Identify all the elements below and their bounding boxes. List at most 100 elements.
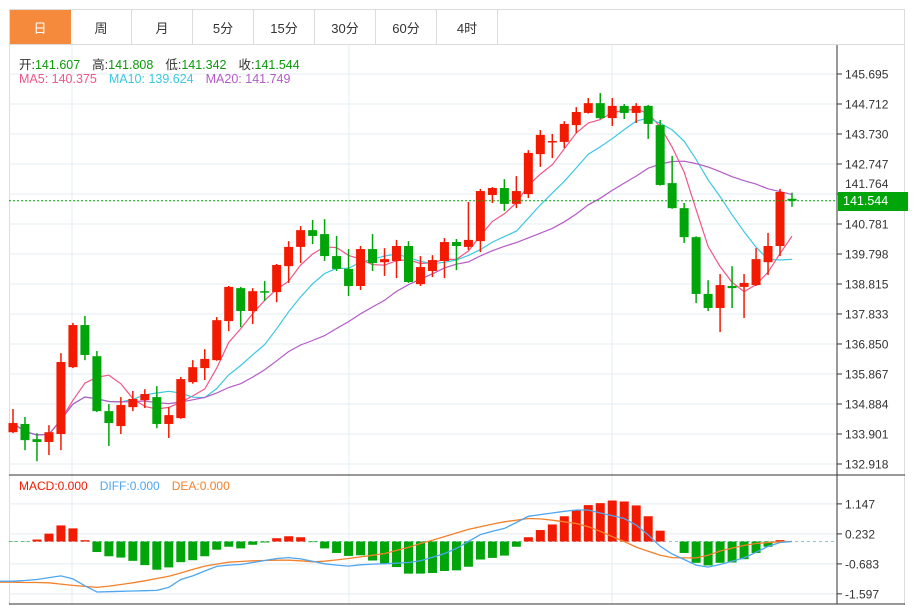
candle	[763, 232, 773, 275]
candle	[715, 274, 725, 333]
tab-60min[interactable]: 60分	[376, 10, 437, 44]
candle	[559, 121, 569, 149]
macd-bar	[403, 541, 413, 574]
candle	[188, 360, 198, 384]
diff-line	[12, 509, 793, 593]
candle	[667, 155, 677, 209]
period-tabs: 日 周 月 5分 15分 30分 60分 4时	[9, 9, 905, 45]
candle	[296, 226, 306, 264]
macd-bar	[224, 541, 234, 547]
tab-5min[interactable]: 5分	[193, 10, 254, 44]
candle-body	[356, 249, 366, 286]
axes: 145.695 144.712 143.730 142.747 141.764 140.7…	[9, 45, 905, 605]
candle	[619, 104, 629, 120]
macd-bar	[296, 537, 306, 542]
price-tick-label: 137.833	[845, 307, 889, 321]
macd-bar	[439, 541, 449, 572]
tab-4hour[interactable]: 4时	[437, 10, 498, 44]
macd-tick-label: -0.683	[845, 557, 879, 571]
macd-tick-label: -1.597	[845, 587, 879, 601]
candle-body	[116, 405, 126, 427]
candle-body	[20, 423, 30, 441]
close-value: 141.544	[254, 58, 300, 72]
tab-week[interactable]: 周	[71, 10, 132, 44]
macd-bar	[356, 541, 366, 556]
candle	[607, 97, 617, 127]
candle-body	[715, 285, 725, 308]
macd-bar	[475, 541, 485, 560]
macd-bar	[212, 541, 222, 550]
candle	[751, 248, 761, 286]
macd-tick-label: 1.147	[845, 497, 875, 511]
candle	[44, 425, 54, 456]
macd-bar	[140, 541, 150, 566]
macd-bar	[368, 541, 378, 561]
candle-body	[643, 105, 653, 124]
tab-day[interactable]: 日	[10, 10, 71, 44]
candle	[415, 256, 425, 286]
candle-body	[787, 198, 797, 201]
candle	[212, 317, 222, 361]
ohlc-readout: 开:141.607 高:141.808 低:141.342 收:141.544	[19, 54, 312, 73]
candle-body	[655, 125, 665, 185]
price-tick-label: 142.747	[845, 157, 889, 171]
macd-bar	[583, 505, 593, 542]
candle	[691, 236, 701, 304]
candle	[164, 407, 174, 438]
tab-month[interactable]: 月	[132, 10, 193, 44]
candle-body	[272, 264, 282, 293]
candle-body	[332, 256, 342, 269]
candle-body	[200, 358, 210, 369]
candle-body	[535, 134, 545, 155]
macd-bar	[607, 500, 617, 542]
macd-bar	[715, 541, 725, 563]
candle	[116, 397, 126, 435]
candle-body	[559, 123, 569, 142]
candle	[511, 176, 521, 209]
macd-bar	[775, 540, 785, 542]
macd-bar	[380, 541, 390, 564]
candle-body	[284, 246, 294, 267]
tab-30min[interactable]: 30分	[315, 10, 376, 44]
candle	[523, 150, 533, 199]
macd-bar	[260, 541, 270, 543]
candle-body	[152, 397, 162, 424]
candle-body	[56, 361, 66, 435]
ma5-line	[12, 108, 793, 436]
candle-body	[619, 105, 629, 113]
dea-value: DEA:0.000	[171, 479, 230, 493]
macd-bar	[523, 537, 533, 542]
price-tick-label: 136.850	[845, 337, 889, 351]
low-label: 低:	[165, 58, 182, 72]
price-tick-label: 145.695	[845, 68, 889, 82]
macd-bar	[415, 541, 425, 574]
candle	[679, 202, 689, 243]
candle	[344, 249, 354, 297]
macd-bar	[595, 503, 605, 542]
candle	[535, 130, 545, 167]
candle	[56, 353, 66, 451]
price-tick-label: 139.798	[845, 247, 889, 261]
macd-bar	[92, 541, 102, 552]
candle-body	[763, 246, 773, 263]
macd-bar	[751, 541, 761, 553]
candle	[80, 315, 90, 361]
macd-bar	[284, 536, 294, 542]
macd-bar	[463, 541, 473, 567]
candle	[224, 285, 234, 332]
candle	[140, 389, 150, 409]
macd-bar	[559, 516, 569, 542]
candle-body	[44, 432, 54, 442]
macd-bar	[56, 525, 66, 542]
candle-body	[691, 237, 701, 294]
tab-15min[interactable]: 15分	[254, 10, 315, 44]
candle-body	[667, 183, 677, 209]
candle	[439, 238, 449, 279]
candle	[475, 188, 485, 253]
candle-body	[212, 320, 222, 361]
candle	[703, 280, 713, 312]
macd-bar	[188, 541, 198, 561]
macd-bar	[200, 541, 210, 557]
price-tick-label: 141.764	[845, 177, 889, 191]
